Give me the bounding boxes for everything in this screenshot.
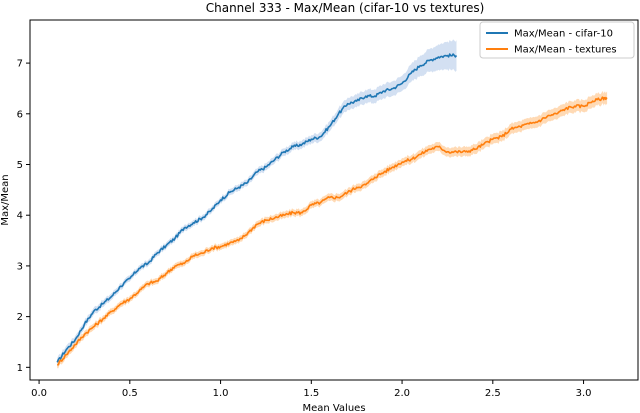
y-tick-label: 5	[17, 160, 23, 171]
y-axis: 1 2 3 4 5 6 7	[17, 59, 30, 374]
legend-label-textures: Max/Mean - textures	[514, 45, 617, 56]
legend: Max/Mean - cifar-10 Max/Mean - textures	[479, 21, 635, 59]
x-axis: 0.0 0.5 1.0 1.5 2.0 2.5 3.0	[31, 380, 592, 399]
chart-title: Channel 333 - Max/Mean (cifar-10 vs text…	[206, 1, 485, 15]
series-line-textures	[57, 96, 608, 366]
y-tick-label: 6	[17, 109, 23, 120]
y-tick-label: 2	[17, 312, 23, 323]
confidence-band-cifar-10	[57, 39, 457, 367]
plot-frame	[29, 19, 639, 381]
x-tick-label: 1.5	[303, 388, 319, 399]
confidence-band-textures	[57, 91, 608, 369]
x-tick-label: 2.5	[485, 388, 501, 399]
series-line-cifar-10	[56, 53, 458, 363]
legend-label-cifar-10: Max/Mean - cifar-10	[514, 29, 613, 40]
legend-box	[479, 21, 635, 59]
y-tick-label: 4	[17, 211, 23, 222]
x-axis-label: Mean Values	[302, 403, 365, 413]
x-tick-label: 0.0	[31, 388, 47, 399]
y-tick-label: 7	[17, 59, 23, 70]
x-tick-label: 3.0	[576, 388, 592, 399]
y-axis-label: Max/Mean	[0, 174, 11, 225]
axes	[29, 19, 639, 381]
x-tick-label: 2.0	[394, 388, 410, 399]
y-tick-label: 3	[17, 261, 23, 272]
x-tick-label: 1.0	[213, 388, 229, 399]
x-tick-label: 0.5	[122, 388, 138, 399]
y-tick-label: 1	[17, 363, 23, 374]
